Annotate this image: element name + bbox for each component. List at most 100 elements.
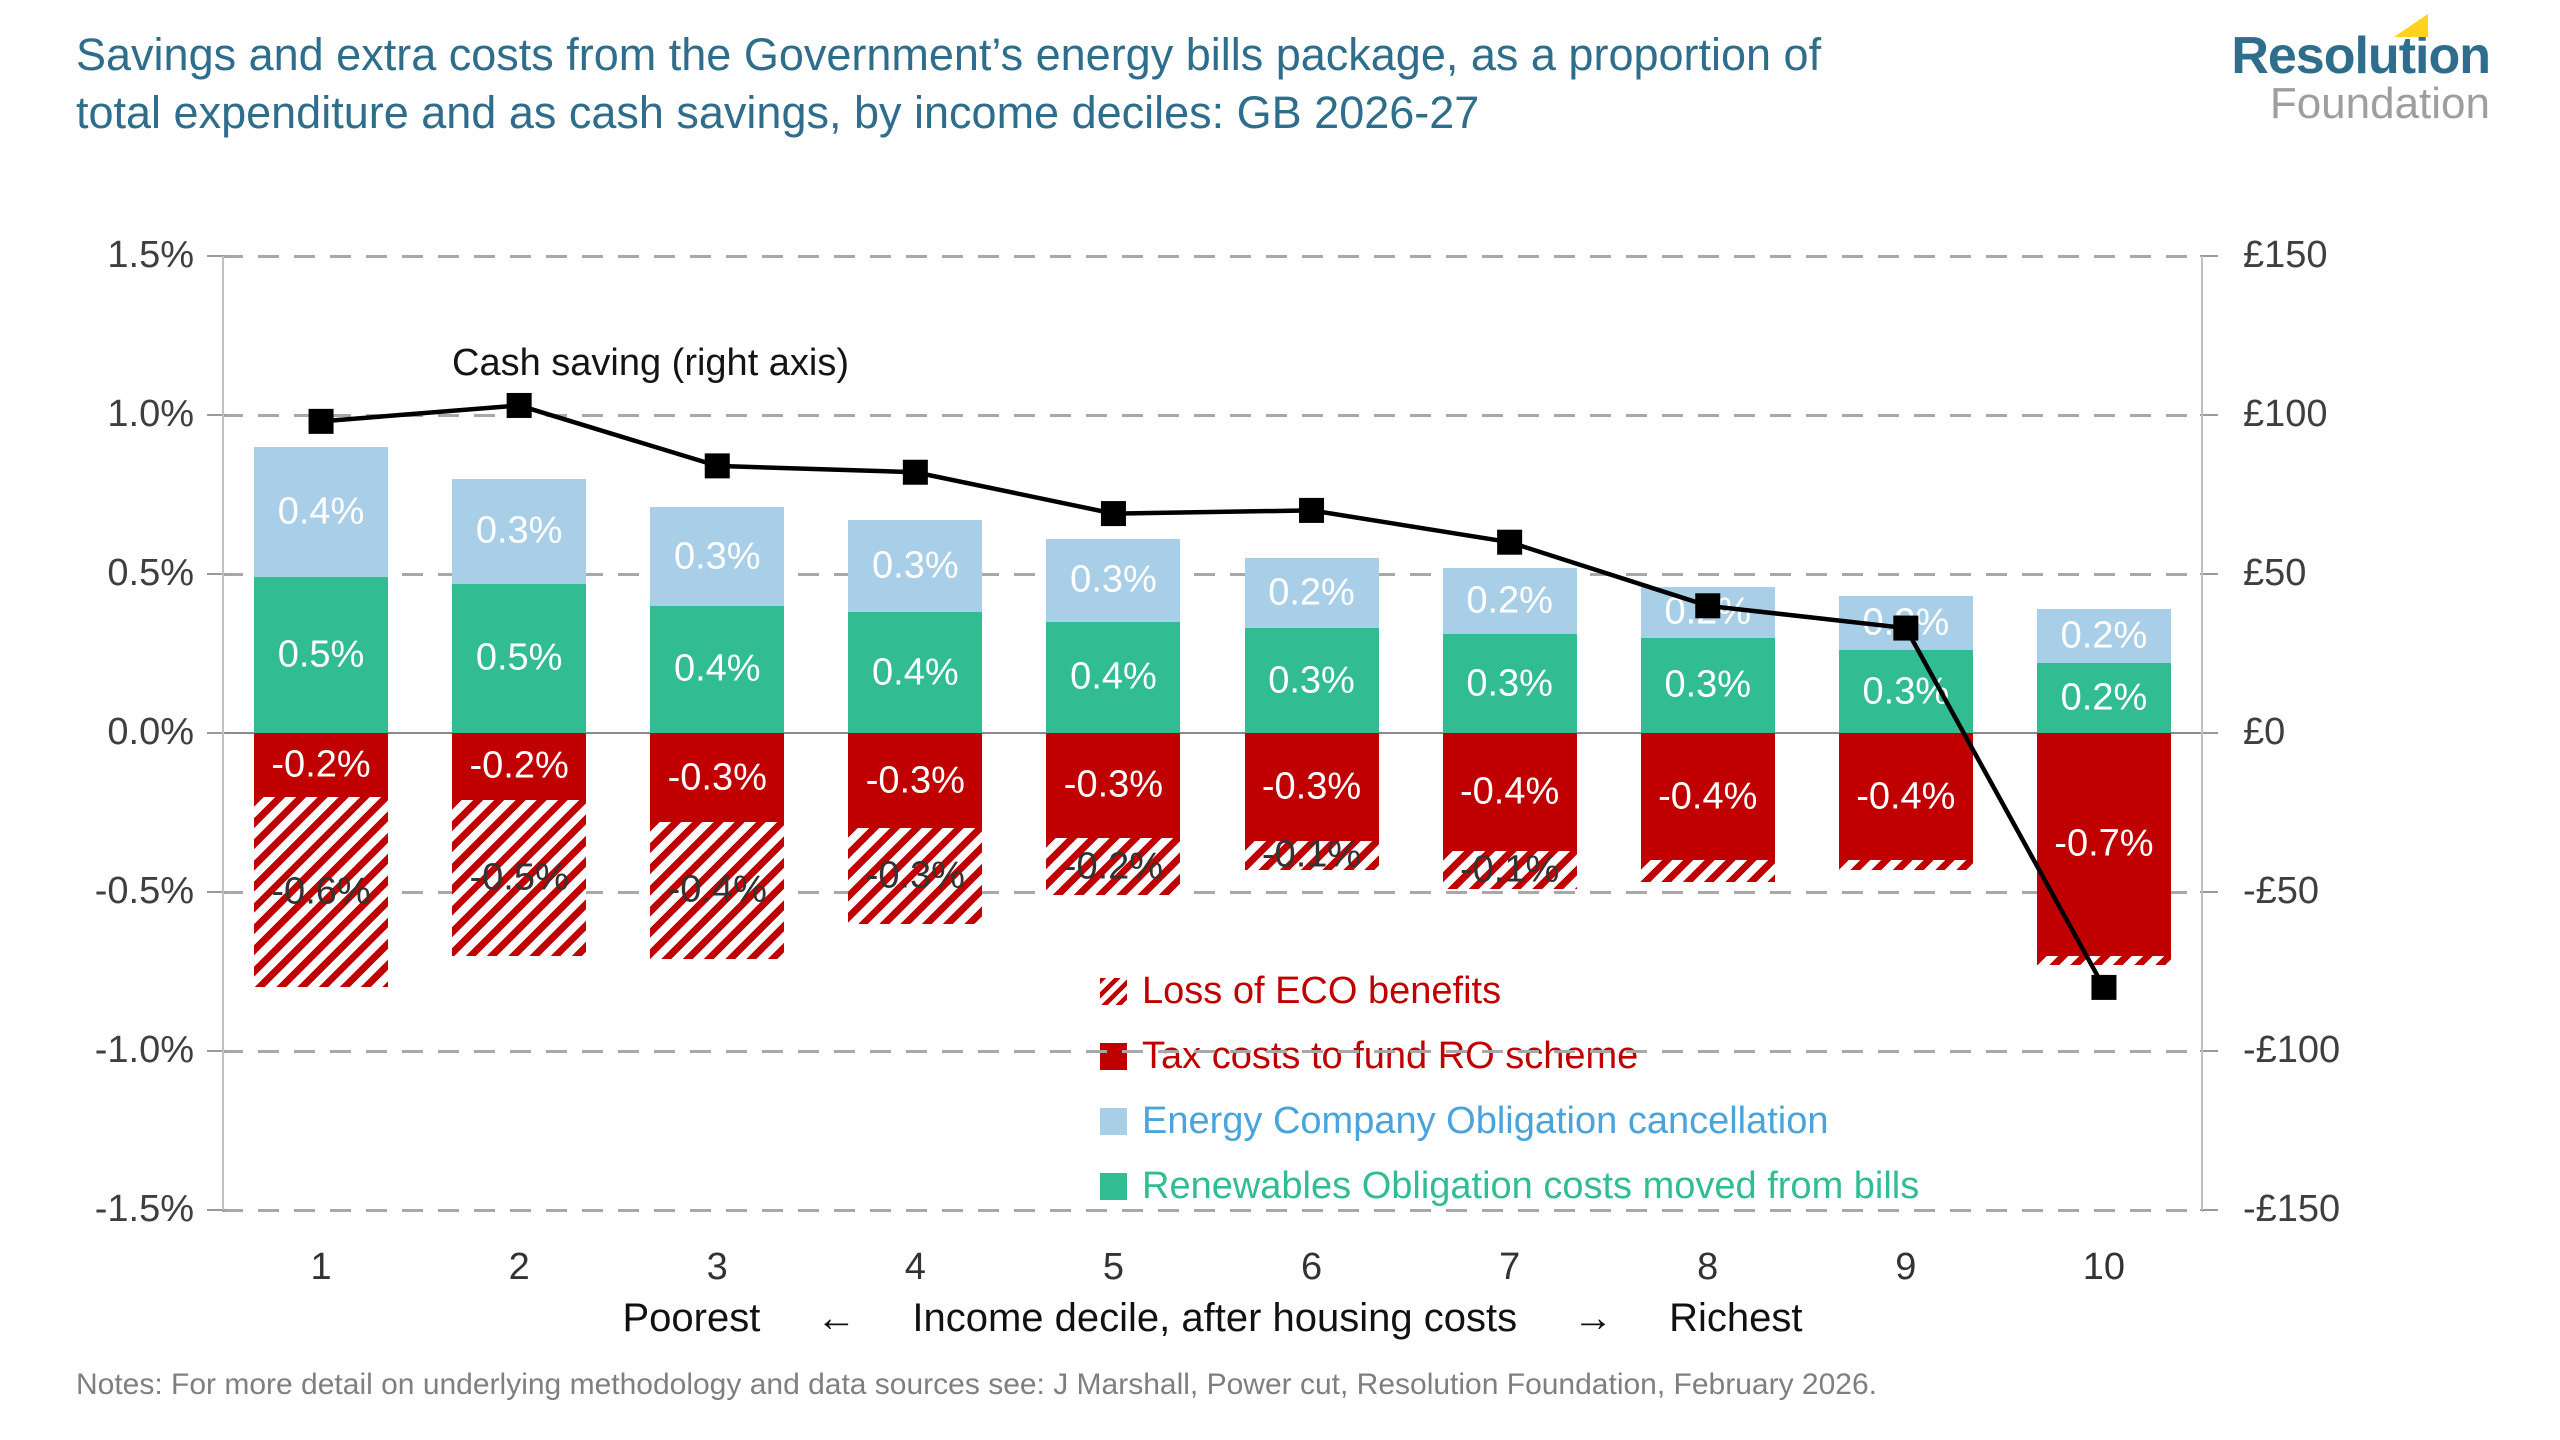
bar-segment-ro-tax-cost	[1442, 733, 1577, 851]
bar-segment-value-label: -0.1%	[1261, 833, 1362, 876]
right-axis-tick-label: -£50	[2243, 870, 2320, 912]
x-category-label: 10	[2082, 1246, 2126, 1288]
left-axis-tick-label: 1.0%	[107, 393, 194, 435]
right-axis-tick	[2200, 414, 2218, 416]
left-axis-tick	[207, 732, 225, 734]
bar-segment-value-label: 0.3%	[1070, 558, 1157, 601]
left-arrow-icon: ←	[816, 1296, 857, 1340]
bar-segment-ro-moved	[2036, 663, 2171, 733]
logo-yellow-flag-icon	[2394, 14, 2428, 37]
bar-segment-value-label: -0.4%	[667, 868, 767, 911]
left-axis-tick-label: 1.5%	[107, 234, 194, 276]
bar-segment-value-label: 0.5%	[475, 636, 563, 679]
bar-segment-value-label: 0.3%	[872, 544, 959, 587]
bar-segment-value-label: 0.3%	[1268, 659, 1355, 702]
bar-segment-value-label: 0.5%	[277, 633, 365, 676]
bar-segment-value-label: 0.3%	[1466, 662, 1553, 705]
cash-saving-marker	[1299, 497, 1325, 523]
gridline	[222, 572, 2203, 576]
right-axis-tick-label: £100	[2243, 393, 2328, 435]
bar-segment-ro-tax-cost	[1046, 733, 1181, 838]
bar-segment-value-label: -0.3%	[1261, 765, 1362, 808]
bar-segment-ro-moved	[1640, 637, 1775, 733]
bar-segment-value-label: 0.2%	[1268, 571, 1355, 614]
right-axis-tick-label: -£100	[2243, 1029, 2341, 1071]
bar-segment-ro-tax-cost	[2036, 733, 2171, 956]
bar-segment-eco-loss	[650, 822, 785, 959]
cash-saving-marker	[1100, 501, 1126, 527]
bar-segment-eco-cancellation	[1442, 567, 1577, 635]
bar-segment-value-label: -0.2%	[1063, 845, 1164, 888]
left-axis-tick	[207, 891, 225, 893]
cash-saving-polyline	[320, 403, 2106, 989]
right-axis-tick	[2200, 573, 2218, 575]
cash-saving-marker	[308, 408, 334, 434]
cash-saving-marker	[1893, 615, 1919, 641]
bar-segment-value-label: 0.3%	[1664, 663, 1752, 706]
bar-segment-value-label: 0.2%	[1466, 579, 1553, 622]
bar-segment-ro-moved	[650, 605, 785, 733]
bar-segment-eco-loss	[1838, 860, 1973, 870]
bar-segment-value-label: -0.3%	[1063, 763, 1164, 806]
x-caption-richest: Richest	[1669, 1296, 1803, 1340]
bar-segment-value-label: -0.4%	[1460, 770, 1560, 813]
left-axis-tick	[207, 1050, 225, 1052]
cash-saving-marker	[2091, 974, 2117, 1000]
bar-segment-ro-tax-cost	[1640, 733, 1775, 861]
bar-segment-ro-tax-cost	[254, 733, 389, 797]
x-caption-center: Income decile, after housing costs	[912, 1296, 1518, 1340]
left-axis-tick-label: -0.5%	[94, 870, 194, 912]
logo-resolution-text: Resolution	[2231, 14, 2491, 82]
left-axis-tick	[207, 255, 225, 257]
cash-saving-marker	[1497, 529, 1523, 555]
left-axis-line	[222, 256, 224, 1210]
gridline	[222, 1208, 2203, 1212]
bar-segment-value-label: -0.5%	[469, 856, 569, 899]
gridline	[222, 413, 2203, 417]
bar-segment-ro-tax-cost	[650, 733, 785, 823]
chart-title-line2: total expenditure and as cash savings, b…	[76, 87, 1480, 138]
x-category-label: 5	[1102, 1246, 1124, 1288]
right-axis-tick	[2200, 255, 2218, 257]
bar-segment-eco-loss	[1640, 860, 1775, 883]
gridline	[222, 1049, 2203, 1053]
legend-label: Energy Company Obligation cancellation	[1142, 1099, 1829, 1142]
resolution-foundation-logo: Resolution Foundation	[2231, 14, 2491, 128]
bar-segment-ro-tax-cost	[1838, 733, 1973, 861]
bar-segment-value-label: -0.7%	[2054, 822, 2154, 865]
gridline	[222, 254, 2203, 258]
bar-segment-value-label: 0.2%	[2060, 676, 2148, 719]
legend-item: Loss of ECO benefits	[1100, 968, 1501, 1014]
bar-segment-ro-moved	[254, 577, 389, 733]
bars-layer: 0.4% 0.5% -0.2% -0.6% 0.3% 0.5% -0.2% -0.5% 0.3%…	[222, 256, 2203, 1210]
bar-segment-eco-loss	[2036, 955, 2171, 966]
bar-segment-ro-moved	[1838, 650, 1973, 733]
bar-segment-value-label: -0.4%	[1658, 775, 1758, 818]
bar-segment-eco-loss	[1244, 841, 1379, 870]
bar-segment-value-label: -0.4%	[1856, 775, 1956, 818]
bar-segment-value-label: -0.3%	[865, 759, 965, 802]
bar-segment-eco-cancellation	[1046, 539, 1181, 622]
x-category-label: 2	[508, 1246, 530, 1288]
legend-item: Energy Company Obligation cancellation	[1100, 1098, 1829, 1144]
zero-gridline	[222, 732, 2203, 734]
bar-segment-ro-tax-cost	[1244, 733, 1379, 842]
right-axis-tick-label: £50	[2243, 552, 2307, 594]
notes-text: Notes: For more detail on underlying met…	[76, 1368, 1877, 1401]
legend-item: Renewables Obligation costs moved from b…	[1100, 1163, 1919, 1209]
x-category-label: 9	[1895, 1246, 1917, 1288]
x-category-label: 4	[904, 1246, 926, 1288]
bar-segment-eco-loss	[1442, 850, 1577, 889]
bar-segment-eco-cancellation	[254, 446, 389, 578]
right-axis-tick	[2200, 1050, 2218, 1052]
x-category-label: 8	[1697, 1246, 1719, 1288]
x-caption-poorest: Poorest	[622, 1296, 761, 1340]
left-axis-tick	[207, 573, 225, 575]
bar-segment-eco-loss	[254, 796, 389, 988]
left-axis-tick-label: -1.5%	[94, 1188, 194, 1230]
bar-segment-ro-moved	[1442, 634, 1577, 733]
bar-segment-value-label: 0.4%	[1070, 655, 1157, 698]
bar-segment-value-label: -0.6%	[271, 870, 371, 913]
bar-segment-value-label: 0.4%	[277, 490, 365, 533]
bar-segment-value-label: -0.3%	[865, 854, 965, 897]
